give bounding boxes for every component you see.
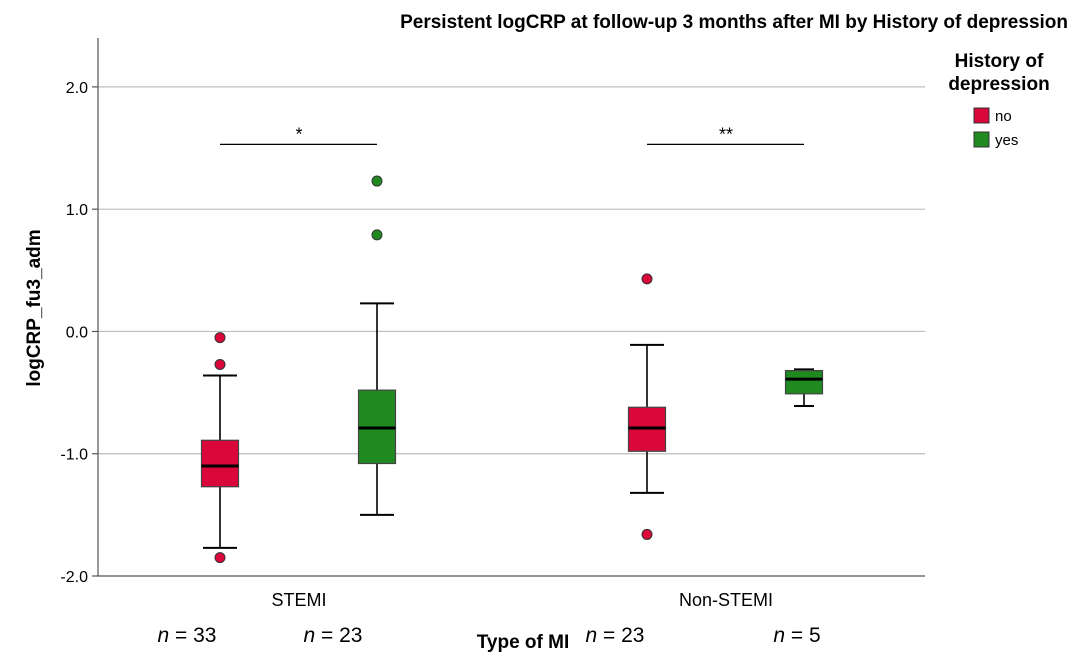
outlier-point	[641, 528, 653, 540]
legend-swatch-no	[973, 107, 990, 124]
sample-size-value: = 23	[603, 624, 644, 647]
box-no	[200, 439, 240, 488]
x-axis-label: Type of MI	[477, 632, 570, 653]
sample-size-value: = 33	[175, 624, 216, 647]
box-yes	[784, 369, 824, 395]
significance-label: **	[719, 124, 733, 144]
outlier-point	[371, 175, 383, 187]
legend-label-no: no	[995, 108, 1012, 125]
significance-label: *	[295, 124, 302, 144]
outlier-point	[641, 273, 653, 285]
y-tick-label: -2.0	[60, 569, 88, 586]
x-tick-label: Non-STEMI	[679, 590, 773, 610]
legend-title-line2: depression	[948, 74, 1049, 95]
outlier-point	[214, 332, 226, 344]
y-tick-label: -1.0	[60, 447, 88, 464]
legend-swatch-yes	[973, 131, 990, 148]
sample-size-value: = 23	[321, 624, 362, 647]
y-axis-label: logCRP_fu3_adm	[24, 229, 45, 386]
y-tick-label: 2.0	[66, 80, 88, 97]
legend-label-yes: yes	[995, 132, 1018, 149]
y-tick-label: 0.0	[66, 324, 88, 341]
sample-size-value: = 5	[791, 624, 821, 647]
sample-size-label: n = 5	[773, 624, 820, 647]
y-tick-label: 1.0	[66, 202, 88, 219]
sample-size-label: n = 23	[304, 624, 363, 647]
outlier-point	[371, 229, 383, 241]
sample-size-label: n = 33	[158, 624, 217, 647]
legend-title-line1: History of	[955, 51, 1044, 72]
x-tick-label: STEMI	[271, 590, 326, 610]
chart-title: Persistent logCRP at follow-up 3 months …	[400, 12, 1068, 33]
outlier-point	[214, 358, 226, 370]
sample-size-label: n = 23	[586, 624, 645, 647]
outlier-point	[214, 552, 226, 564]
